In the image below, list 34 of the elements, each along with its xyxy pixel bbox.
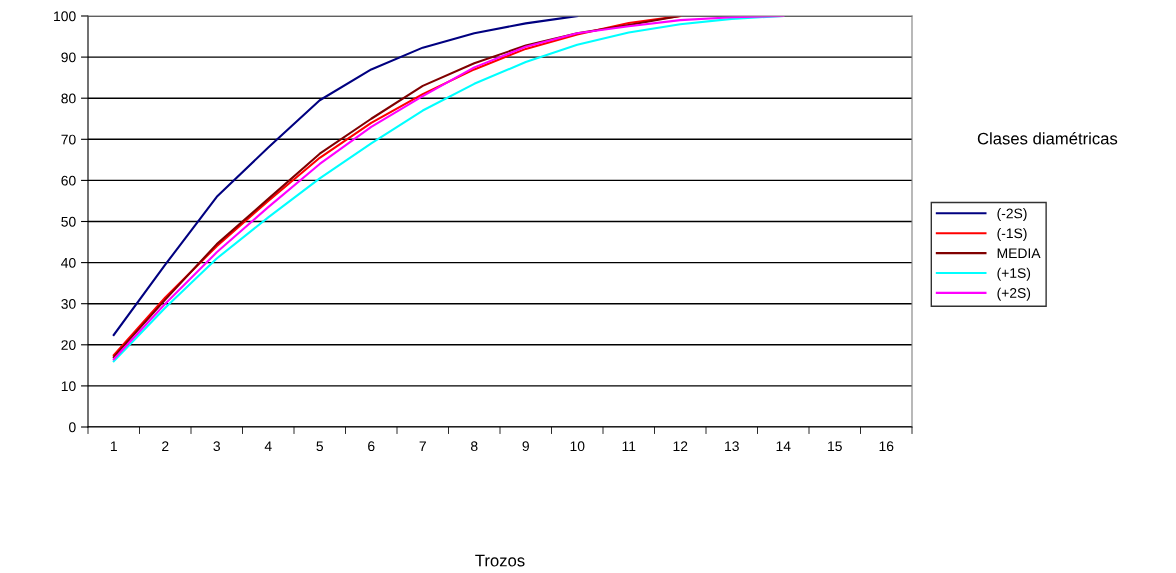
legend-title: Clases diamétricas <box>977 132 1118 145</box>
text: Trozos <box>475 554 525 567</box>
y-tick-label: 10 <box>61 381 76 392</box>
y-tick-label: 70 <box>61 134 76 145</box>
x-tick-label: 10 <box>570 441 585 452</box>
y-tick-label: 30 <box>61 299 76 309</box>
x-tick-label: 4 <box>264 441 272 451</box>
y-tick-label: 90 <box>61 52 76 63</box>
x-tick-label: 6 <box>368 441 375 452</box>
x-tick-label: 11 <box>622 441 636 451</box>
legend-label: (-2S) <box>997 208 1027 222</box>
legend-label: (+2S) <box>997 287 1031 301</box>
y-tick-label: 80 <box>61 93 76 104</box>
x-tick-label: 1 <box>110 441 117 451</box>
y-tick-label: 60 <box>61 175 76 186</box>
legend-label: (-1S) <box>997 228 1027 241</box>
x-tick-label: 9 <box>522 441 529 452</box>
legend-label: (+1S) <box>997 267 1031 281</box>
y-tick-label: 20 <box>61 340 76 350</box>
x-tick-label: 14 <box>776 441 791 451</box>
x-tick-label: 16 <box>879 441 894 452</box>
x-tick-label: 2 <box>162 441 169 451</box>
legend-label: MEDIA <box>997 248 1041 258</box>
x-tick-label: 8 <box>470 441 478 452</box>
x-tick-label: 15 <box>828 441 842 452</box>
x-tick-label: 12 <box>673 441 688 451</box>
x-tick-label: 7 <box>419 441 426 451</box>
y-tick-label: 0 <box>69 422 76 433</box>
x-tick-label: 3 <box>213 441 220 452</box>
y-tick-label: 100 <box>54 11 76 22</box>
y-tick-label: 50 <box>61 216 76 227</box>
x-tick-label: 13 <box>725 441 739 452</box>
y-tick-label: 40 <box>61 257 76 268</box>
x-tick-label: 5 <box>316 441 324 452</box>
